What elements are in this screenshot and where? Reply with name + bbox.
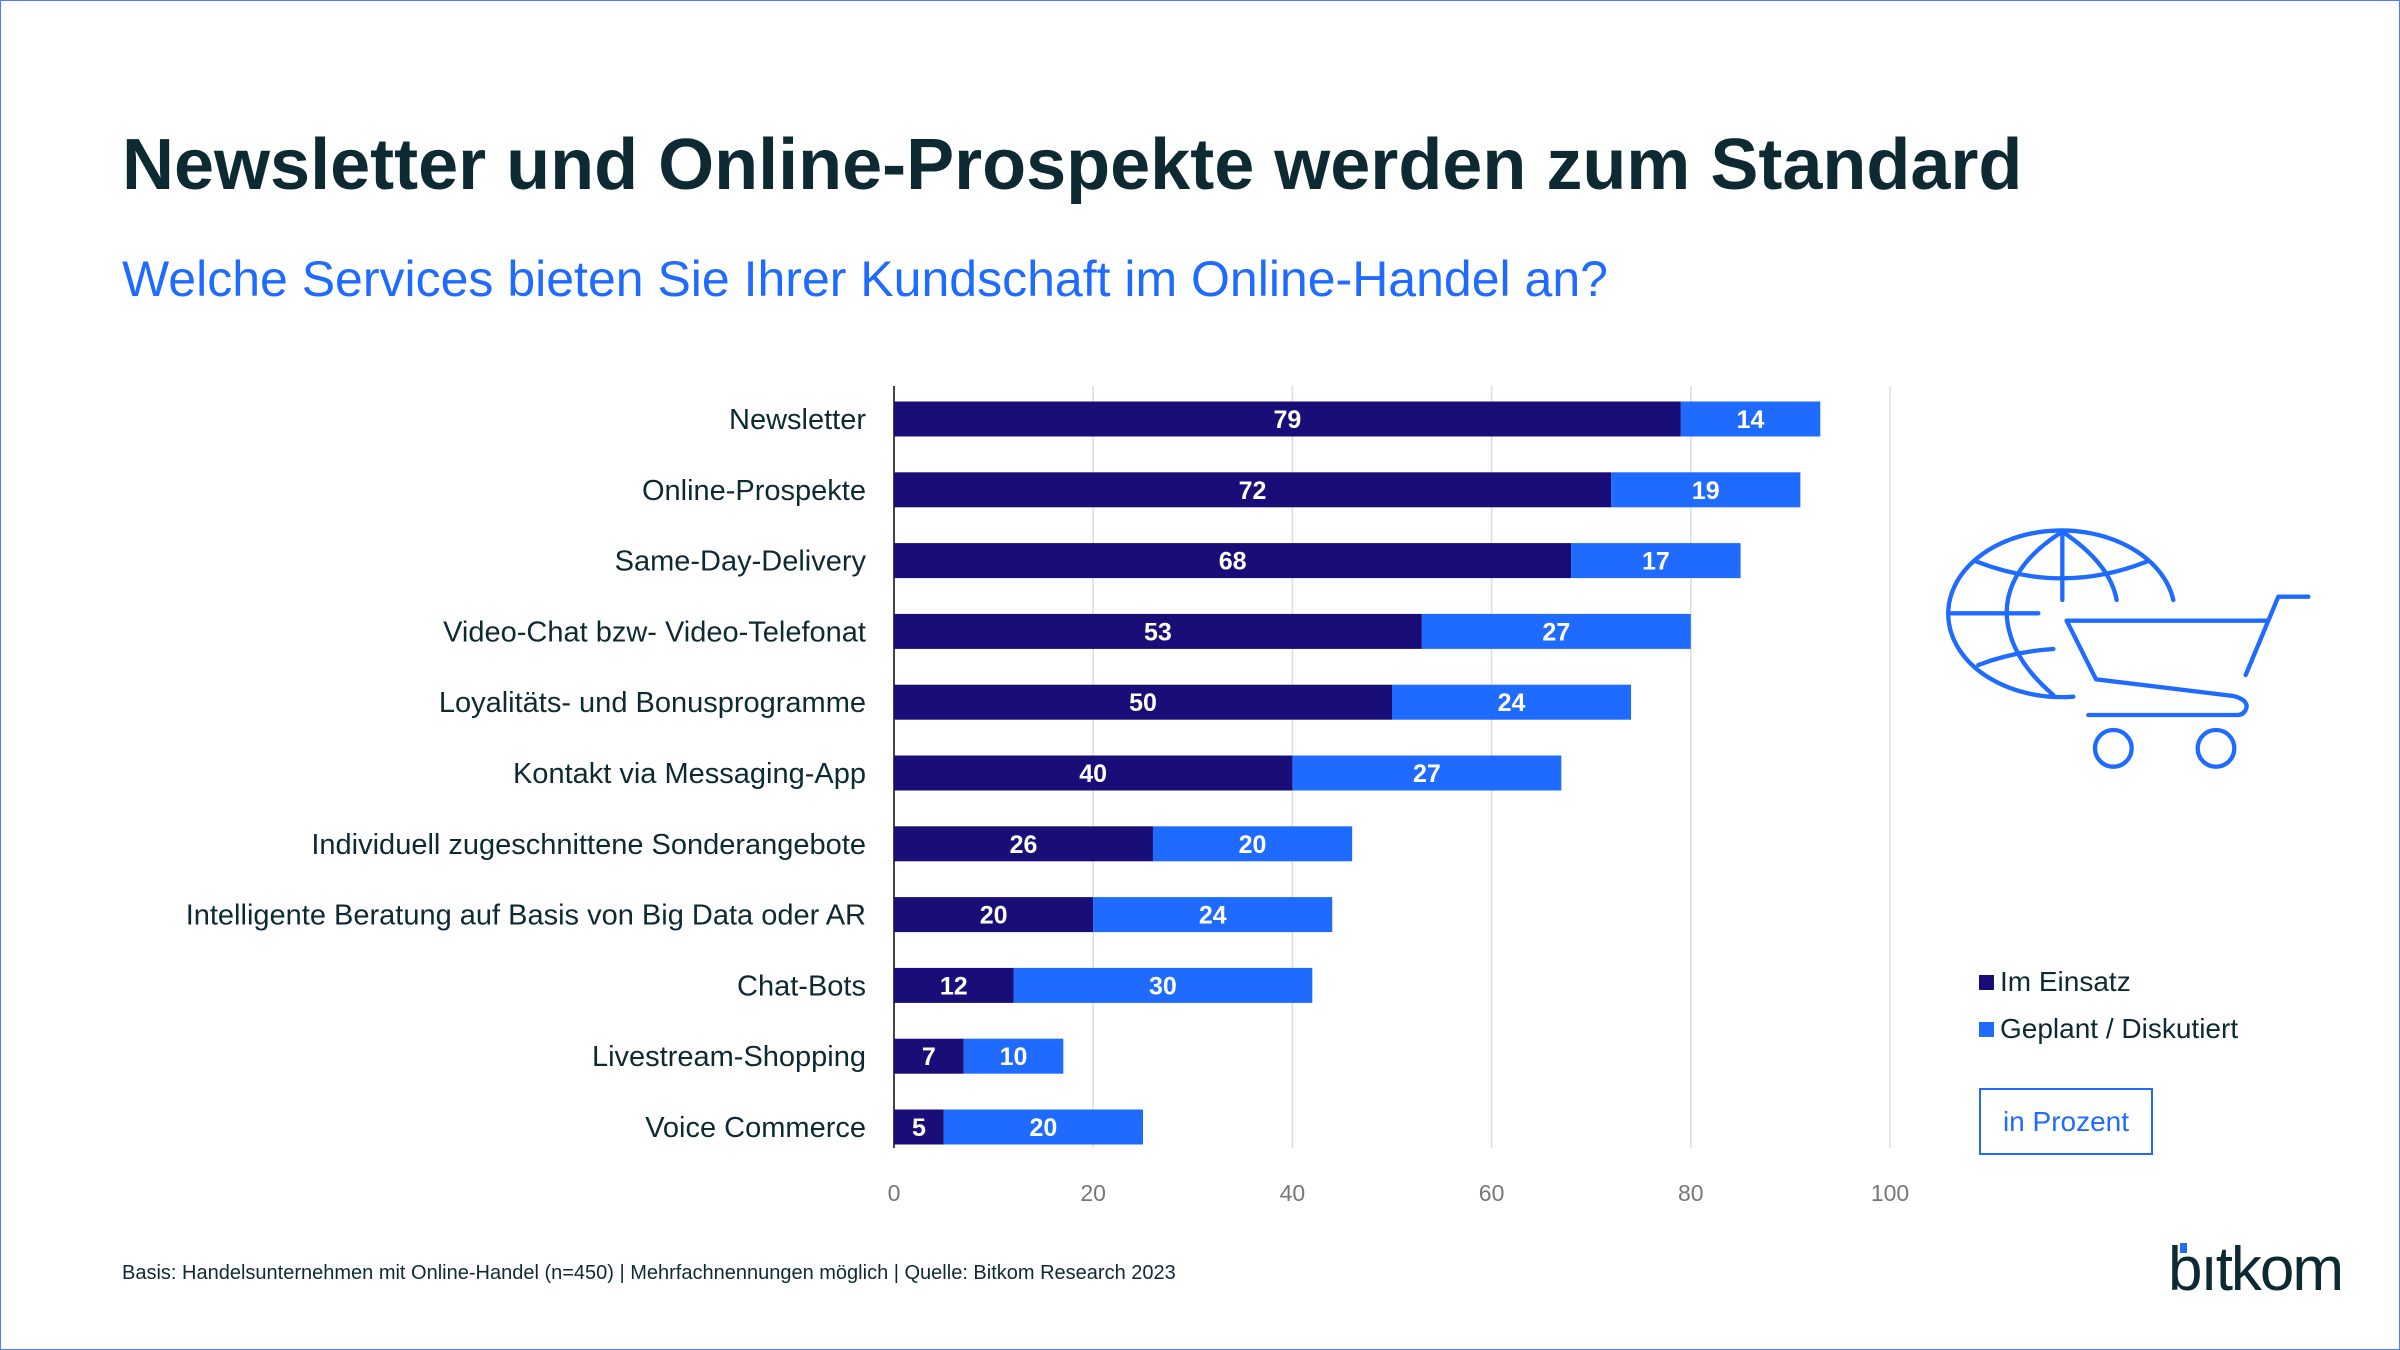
category-label: Livestream-Shopping: [592, 1041, 866, 1073]
legend-swatch: [1979, 974, 1994, 990]
bar-segment: [1152, 826, 1353, 862]
bar-segment: [894, 967, 1014, 1003]
data-label: 24: [1199, 902, 1227, 930]
logo-dot: [2180, 1243, 2187, 1253]
category-label: Kontakt via Messaging-App: [513, 758, 866, 790]
x-tick-label: 0: [888, 1180, 901, 1206]
data-label: 79: [1274, 406, 1302, 434]
bar-segment: [894, 1109, 944, 1145]
bar-segment: [1093, 897, 1333, 933]
bar-segment: [894, 897, 1094, 933]
data-label: 72: [1239, 477, 1267, 505]
data-label: 24: [1498, 689, 1526, 717]
data-label: 10: [1000, 1043, 1028, 1071]
data-label: 12: [940, 972, 968, 1000]
legend-item-geplant: Geplant / Diskutiert: [1979, 1013, 2238, 1045]
category-label: Newsletter: [729, 404, 866, 436]
x-tick-label: 80: [1678, 1180, 1704, 1206]
category-label: Individuell zugeschnittene Sonderangebot…: [311, 829, 866, 861]
bar-segment: [894, 401, 1681, 437]
data-label: 30: [1149, 972, 1177, 1000]
category-label: Chat-Bots: [737, 970, 866, 1002]
category-label: Voice Commerce: [645, 1112, 866, 1144]
data-label: 19: [1692, 477, 1720, 505]
page-title: Newsletter und Online-Prospekte werden z…: [122, 125, 2023, 205]
category-label: Online-Prospekte: [642, 475, 866, 507]
data-label: 26: [1010, 831, 1038, 859]
data-label: 5: [912, 1114, 926, 1142]
bar-segment: [1680, 401, 1821, 437]
data-label: 20: [1029, 1114, 1057, 1142]
category-label: Loyalitäts- und Bonusprogramme: [439, 687, 866, 719]
data-label: 20: [980, 902, 1008, 930]
data-label: 17: [1642, 548, 1670, 576]
source-note: Basis: Handelsunternehmen mit Online-Han…: [122, 1262, 1176, 1284]
data-label: 14: [1737, 406, 1765, 434]
bar-segment: [1571, 543, 1741, 579]
bar-segment: [894, 755, 1293, 791]
bar-segment: [943, 1109, 1143, 1145]
bar-segment: [1013, 967, 1313, 1003]
bar-segment: [894, 826, 1153, 862]
category-label: Intelligente Beratung auf Basis von Big …: [186, 900, 866, 932]
x-tick-label: 60: [1479, 1180, 1505, 1206]
x-tick-label: 40: [1280, 1180, 1306, 1206]
data-label: 40: [1079, 760, 1107, 788]
bar-segment: [894, 1038, 964, 1074]
data-label: 27: [1413, 760, 1441, 788]
legend-item-im-einsatz: Im Einsatz: [1979, 966, 2131, 998]
data-label: 27: [1542, 618, 1570, 646]
data-label: 68: [1219, 548, 1247, 576]
bar-segment: [1392, 684, 1632, 720]
x-tick-label: 100: [1871, 1180, 1909, 1206]
bar-segment: [963, 1038, 1064, 1074]
bitkom-logo: bıtkom: [2168, 1235, 2344, 1304]
data-label: 20: [1239, 831, 1267, 859]
category-label: Video-Chat bzw- Video-Telefonat: [443, 616, 866, 648]
globe-shopping-cart-icon: [1946, 528, 2311, 769]
data-label: 7: [922, 1043, 936, 1071]
bar-segment: [894, 472, 1612, 508]
legend-swatch: [1979, 1021, 1994, 1037]
unit-label: in Prozent: [1979, 1088, 2153, 1155]
category-label: Same-Day-Delivery: [615, 546, 867, 578]
data-label: 53: [1144, 618, 1172, 646]
bar-segment: [1292, 755, 1562, 791]
bar-segment: [894, 543, 1572, 579]
bar-segment: [1611, 472, 1801, 508]
bar-segment: [1421, 613, 1691, 649]
x-tick-label: 20: [1080, 1180, 1106, 1206]
bar-segment: [894, 684, 1392, 720]
data-label: 50: [1129, 689, 1157, 717]
bar-segment: [894, 613, 1422, 649]
page-subtitle: Welche Services bieten Sie Ihrer Kundsch…: [122, 251, 1608, 307]
